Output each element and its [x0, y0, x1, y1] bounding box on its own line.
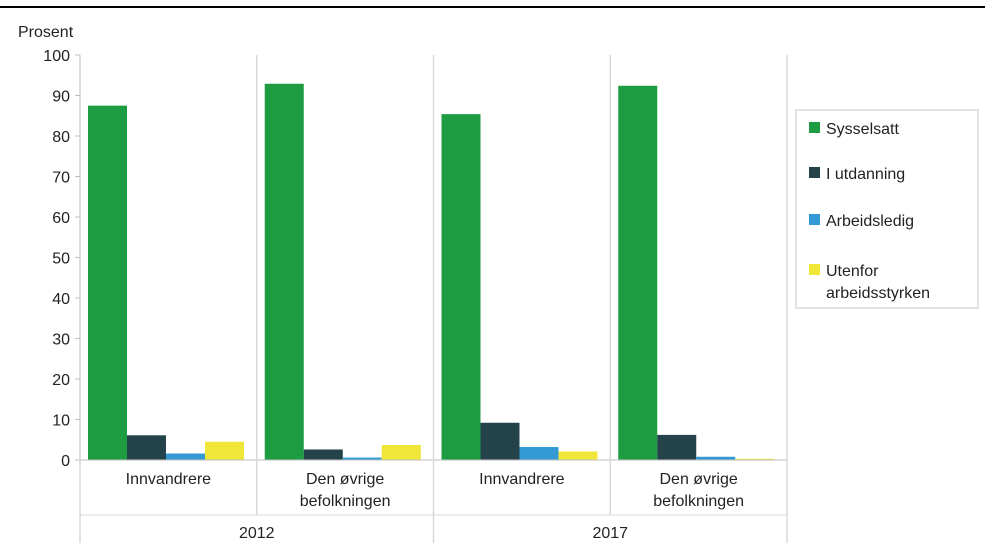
bar [441, 114, 481, 460]
legend-label: Utenfor arbeidsstyrken [826, 263, 930, 302]
y-tick-label: 50 [52, 251, 70, 268]
bar [342, 457, 382, 460]
bar [735, 458, 775, 460]
legend-swatch [809, 167, 820, 178]
legend-label: I utdanning [826, 166, 905, 183]
bar [264, 83, 304, 460]
x-group-label: 2012 [239, 525, 275, 542]
y-tick-label: 40 [52, 291, 70, 308]
y-tick-label: 70 [52, 170, 70, 187]
y-tick-label: 100 [43, 48, 70, 65]
bar [381, 445, 421, 460]
bar [205, 441, 244, 460]
bar [519, 447, 559, 460]
y-tick-label: 10 [52, 413, 70, 430]
bar [558, 451, 598, 460]
bar [88, 105, 127, 460]
y-tick-label: 0 [61, 453, 70, 470]
legend-label: Sysselsatt [826, 121, 899, 138]
bar [696, 456, 736, 460]
bar [303, 449, 343, 460]
x-category-label: Innvandrere [126, 471, 211, 488]
bar [166, 453, 205, 460]
bar [480, 422, 520, 460]
legend-box [795, 109, 979, 309]
legend-swatch [809, 264, 820, 275]
x-category-label: Innvandrere [479, 471, 564, 488]
y-axis-label: Prosent [18, 24, 74, 41]
y-tick-label: 80 [52, 129, 70, 146]
y-tick-label: 30 [52, 332, 70, 349]
x-category-label: Den øvrige befolkningen [653, 471, 744, 510]
bar [657, 434, 697, 460]
legend-swatch [809, 214, 820, 225]
bar [127, 435, 166, 460]
legend-swatch [809, 122, 820, 133]
x-category-label: Den øvrige befolkningen [300, 471, 391, 510]
x-group-label: 2017 [592, 525, 628, 542]
bar [618, 85, 658, 460]
y-tick-label: 20 [52, 372, 70, 389]
y-tick-label: 90 [52, 89, 70, 106]
legend-label: Arbeidsledig [826, 213, 914, 230]
y-tick-label: 60 [52, 210, 70, 227]
